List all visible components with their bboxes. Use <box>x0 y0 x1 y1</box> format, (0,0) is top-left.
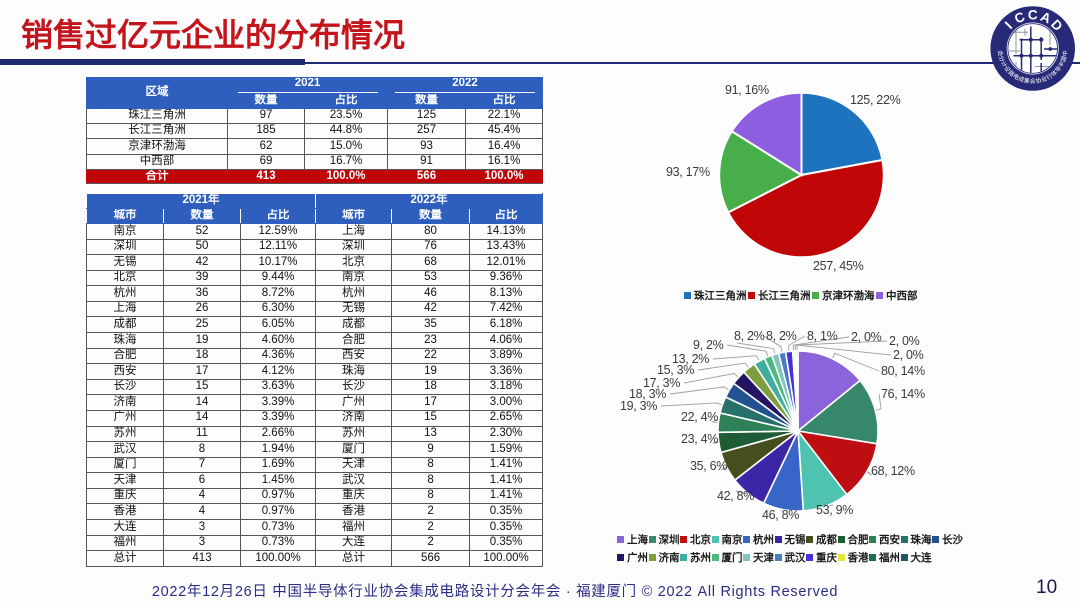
svg-text:成: 成 <box>1017 74 1025 84</box>
svg-text:集: 集 <box>1023 76 1030 85</box>
svg-text:业: 业 <box>1040 74 1048 84</box>
svg-text:半: 半 <box>1056 60 1066 69</box>
svg-text:体: 体 <box>1049 68 1059 78</box>
svg-text:设: 设 <box>1002 64 1012 74</box>
svg-text:会: 会 <box>996 50 1005 57</box>
svg-text:计: 计 <box>999 60 1009 69</box>
svg-text:会: 会 <box>1030 77 1036 85</box>
svg-text:国: 国 <box>1060 55 1069 63</box>
svg-text:路: 路 <box>1007 68 1017 78</box>
svg-text:C: C <box>1028 8 1038 23</box>
svg-text:中: 中 <box>1061 50 1070 57</box>
svg-text:电: 电 <box>1012 72 1021 82</box>
svg-text:分: 分 <box>997 55 1006 63</box>
svg-text:导: 导 <box>1054 65 1063 74</box>
svg-text:行: 行 <box>1045 72 1054 82</box>
svg-text:协: 协 <box>1035 76 1042 85</box>
